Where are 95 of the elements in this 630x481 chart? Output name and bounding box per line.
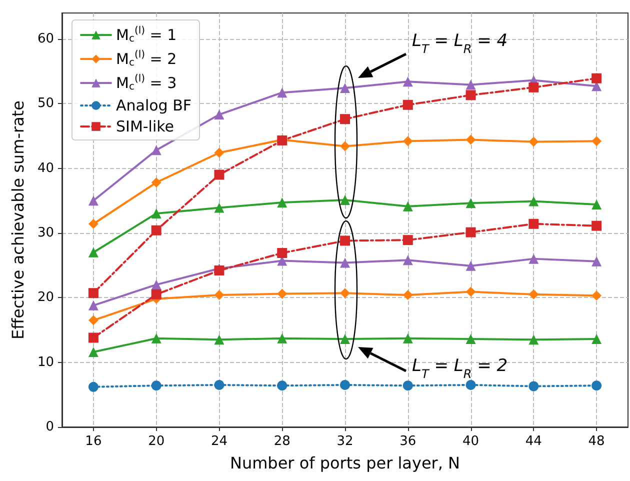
point bbox=[277, 380, 288, 391]
point bbox=[151, 280, 162, 290]
point bbox=[466, 260, 476, 271]
point bbox=[592, 334, 602, 344]
point bbox=[151, 289, 162, 300]
point bbox=[592, 73, 602, 84]
point bbox=[402, 255, 413, 266]
point bbox=[528, 334, 539, 345]
x-axis-title: Number of ports per layer, N bbox=[230, 454, 460, 472]
point bbox=[151, 225, 162, 236]
point bbox=[214, 202, 224, 213]
point bbox=[88, 346, 98, 357]
point bbox=[466, 198, 476, 208]
point bbox=[466, 134, 476, 145]
point bbox=[402, 76, 413, 87]
point bbox=[88, 196, 98, 206]
point bbox=[528, 289, 539, 300]
point bbox=[277, 288, 288, 299]
y-tick-label: 50 bbox=[37, 96, 54, 112]
x-tick-label: 24 bbox=[210, 434, 228, 449]
x-tick-label: 36 bbox=[400, 434, 416, 449]
x-tick-label: 16 bbox=[85, 434, 102, 449]
y-tick-label: 10 bbox=[37, 354, 54, 370]
point bbox=[151, 208, 162, 219]
x-tick-label: 48 bbox=[588, 434, 605, 449]
point bbox=[214, 148, 224, 158]
point bbox=[466, 334, 476, 344]
point bbox=[466, 227, 476, 238]
point bbox=[214, 380, 224, 390]
point bbox=[528, 254, 539, 264]
point bbox=[88, 300, 98, 310]
x-tick-label: 32 bbox=[336, 434, 354, 449]
point bbox=[528, 136, 539, 147]
point bbox=[466, 80, 476, 90]
point bbox=[466, 286, 476, 297]
point bbox=[151, 380, 162, 391]
x-tick-label: 44 bbox=[525, 434, 542, 449]
annotation: L$_{T}$ = L$_{R}$ = 4 bbox=[412, 31, 508, 56]
point bbox=[402, 290, 413, 300]
point bbox=[528, 218, 539, 229]
point bbox=[466, 380, 476, 390]
point bbox=[340, 334, 350, 344]
point bbox=[592, 256, 602, 266]
point bbox=[277, 248, 288, 258]
legend-label: SIM-like bbox=[116, 118, 174, 136]
point bbox=[214, 170, 224, 180]
point bbox=[340, 258, 350, 268]
point bbox=[151, 177, 162, 188]
y-tick-label: 40 bbox=[37, 160, 54, 176]
point bbox=[528, 381, 539, 392]
point bbox=[340, 114, 350, 124]
point bbox=[151, 145, 162, 156]
point bbox=[592, 136, 602, 146]
y-tick-label: 20 bbox=[37, 290, 54, 306]
point bbox=[151, 333, 162, 344]
point bbox=[214, 334, 224, 345]
point bbox=[88, 382, 98, 392]
point bbox=[592, 199, 602, 210]
point bbox=[340, 194, 350, 205]
x-tick-label: 40 bbox=[462, 434, 480, 449]
point bbox=[277, 198, 288, 208]
point bbox=[277, 88, 288, 98]
point bbox=[466, 90, 476, 100]
point bbox=[402, 136, 413, 146]
annotation: L$_{T}$ = L$_{R}$ = 2 bbox=[412, 356, 508, 381]
point bbox=[214, 290, 224, 300]
point bbox=[592, 380, 602, 391]
point bbox=[402, 333, 413, 344]
point bbox=[88, 247, 98, 258]
point bbox=[277, 333, 288, 344]
y-tick-label: 0 bbox=[46, 420, 54, 434]
point bbox=[88, 315, 98, 326]
x-tick-label: 20 bbox=[148, 434, 165, 449]
point bbox=[592, 220, 602, 231]
point bbox=[88, 218, 98, 229]
point bbox=[340, 236, 350, 246]
y-axis-title: Effective achievable sum-rate bbox=[8, 100, 28, 340]
point bbox=[402, 201, 413, 212]
point bbox=[402, 235, 413, 246]
point bbox=[340, 288, 350, 298]
x-tick-label: 28 bbox=[274, 434, 290, 449]
point bbox=[402, 380, 413, 391]
legend-label: Analog BF bbox=[116, 96, 192, 114]
point bbox=[402, 100, 413, 110]
point bbox=[88, 288, 98, 298]
point bbox=[214, 110, 224, 120]
point bbox=[340, 380, 350, 390]
point bbox=[340, 83, 350, 94]
point bbox=[88, 332, 98, 343]
point bbox=[592, 290, 602, 301]
y-tick-label: 60 bbox=[37, 31, 54, 46]
point bbox=[528, 82, 539, 92]
point bbox=[340, 141, 350, 152]
y-tick-label: 30 bbox=[37, 225, 54, 240]
point bbox=[528, 196, 539, 206]
